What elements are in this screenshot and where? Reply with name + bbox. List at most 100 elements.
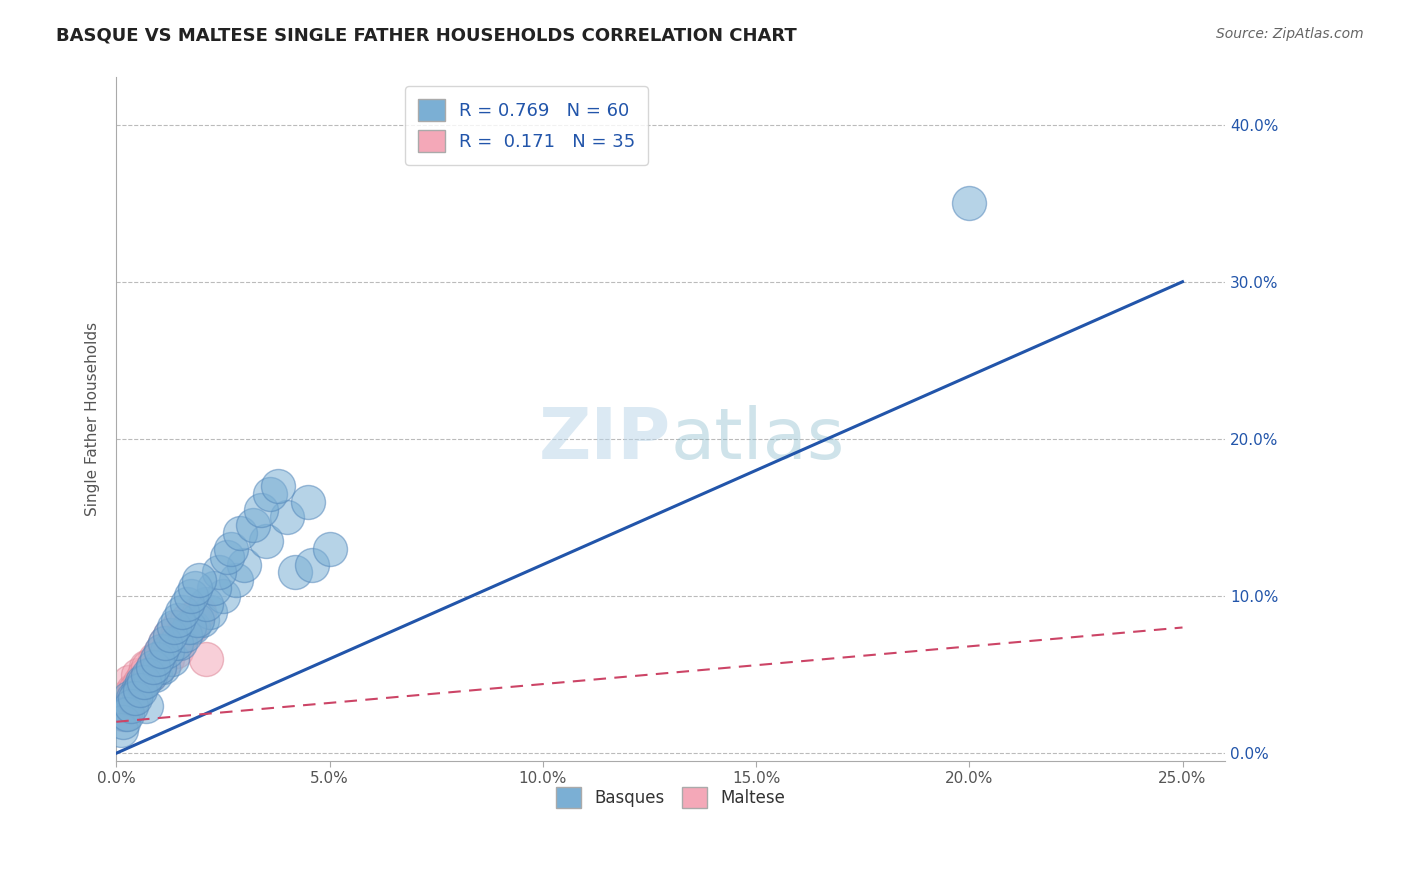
Point bbox=[159, 628, 181, 642]
Point bbox=[284, 566, 307, 580]
Point bbox=[267, 479, 290, 493]
Point bbox=[242, 518, 264, 533]
Point bbox=[167, 613, 190, 627]
Point bbox=[163, 620, 186, 634]
Point bbox=[124, 683, 146, 698]
Point bbox=[188, 574, 211, 588]
Point bbox=[114, 691, 136, 706]
Point bbox=[198, 605, 221, 619]
Point bbox=[186, 613, 208, 627]
Point bbox=[229, 526, 252, 541]
Point bbox=[207, 566, 229, 580]
Point bbox=[176, 613, 198, 627]
Point bbox=[135, 699, 157, 714]
Text: ZIP: ZIP bbox=[538, 405, 671, 475]
Point bbox=[297, 495, 319, 509]
Point bbox=[957, 196, 980, 211]
Point bbox=[181, 620, 204, 634]
Point bbox=[148, 660, 170, 674]
Point bbox=[132, 675, 155, 690]
Point bbox=[136, 660, 159, 674]
Point bbox=[127, 683, 149, 698]
Y-axis label: Single Father Households: Single Father Households bbox=[86, 322, 100, 516]
Point bbox=[141, 660, 163, 674]
Point bbox=[169, 628, 191, 642]
Point bbox=[172, 605, 194, 619]
Point bbox=[169, 636, 191, 650]
Point bbox=[118, 675, 141, 690]
Point bbox=[225, 574, 247, 588]
Text: Source: ZipAtlas.com: Source: ZipAtlas.com bbox=[1216, 27, 1364, 41]
Point bbox=[110, 699, 132, 714]
Point bbox=[180, 589, 202, 603]
Point bbox=[152, 644, 174, 658]
Point bbox=[184, 613, 207, 627]
Point bbox=[148, 660, 170, 674]
Point bbox=[139, 667, 162, 681]
Point bbox=[156, 652, 179, 666]
Point bbox=[177, 620, 200, 634]
Point bbox=[180, 620, 202, 634]
Point bbox=[143, 667, 166, 681]
Point bbox=[173, 628, 195, 642]
Point bbox=[276, 510, 298, 524]
Point bbox=[217, 549, 239, 564]
Point bbox=[167, 620, 190, 634]
Point bbox=[190, 613, 212, 627]
Text: atlas: atlas bbox=[671, 405, 845, 475]
Point bbox=[139, 667, 162, 681]
Point bbox=[110, 723, 132, 737]
Point bbox=[176, 597, 198, 611]
Point bbox=[131, 675, 153, 690]
Point bbox=[202, 581, 225, 595]
Point bbox=[132, 667, 155, 681]
Point bbox=[160, 636, 183, 650]
Point bbox=[155, 636, 177, 650]
Point bbox=[120, 699, 142, 714]
Point bbox=[159, 628, 181, 642]
Point bbox=[194, 652, 217, 666]
Point bbox=[124, 691, 146, 706]
Point bbox=[115, 706, 138, 721]
Point bbox=[212, 589, 235, 603]
Point bbox=[250, 502, 273, 516]
Point bbox=[131, 675, 153, 690]
Point bbox=[221, 541, 243, 556]
Point bbox=[111, 714, 134, 729]
Point bbox=[120, 691, 142, 706]
Point bbox=[150, 644, 173, 658]
Point bbox=[259, 487, 281, 501]
Point bbox=[165, 644, 187, 658]
Text: BASQUE VS MALTESE SINGLE FATHER HOUSEHOLDS CORRELATION CHART: BASQUE VS MALTESE SINGLE FATHER HOUSEHOL… bbox=[56, 27, 797, 45]
Point bbox=[114, 706, 136, 721]
Point bbox=[136, 667, 159, 681]
Point bbox=[122, 691, 145, 706]
Point bbox=[128, 683, 150, 698]
Point bbox=[146, 652, 169, 666]
Point bbox=[118, 691, 141, 706]
Legend: Basques, Maltese: Basques, Maltese bbox=[550, 780, 792, 814]
Point bbox=[127, 667, 149, 681]
Point bbox=[184, 581, 207, 595]
Point bbox=[111, 706, 134, 721]
Point bbox=[301, 558, 323, 572]
Point bbox=[188, 605, 211, 619]
Point bbox=[156, 644, 179, 658]
Point bbox=[115, 699, 138, 714]
Point bbox=[160, 652, 183, 666]
Point bbox=[163, 636, 186, 650]
Point bbox=[194, 597, 217, 611]
Point bbox=[254, 534, 277, 549]
Point bbox=[150, 644, 173, 658]
Point bbox=[146, 652, 169, 666]
Point bbox=[143, 652, 166, 666]
Point bbox=[155, 636, 177, 650]
Point bbox=[318, 541, 340, 556]
Point bbox=[141, 660, 163, 674]
Point bbox=[152, 660, 174, 674]
Point bbox=[128, 675, 150, 690]
Point bbox=[233, 558, 256, 572]
Point bbox=[122, 683, 145, 698]
Point bbox=[172, 628, 194, 642]
Point bbox=[165, 636, 187, 650]
